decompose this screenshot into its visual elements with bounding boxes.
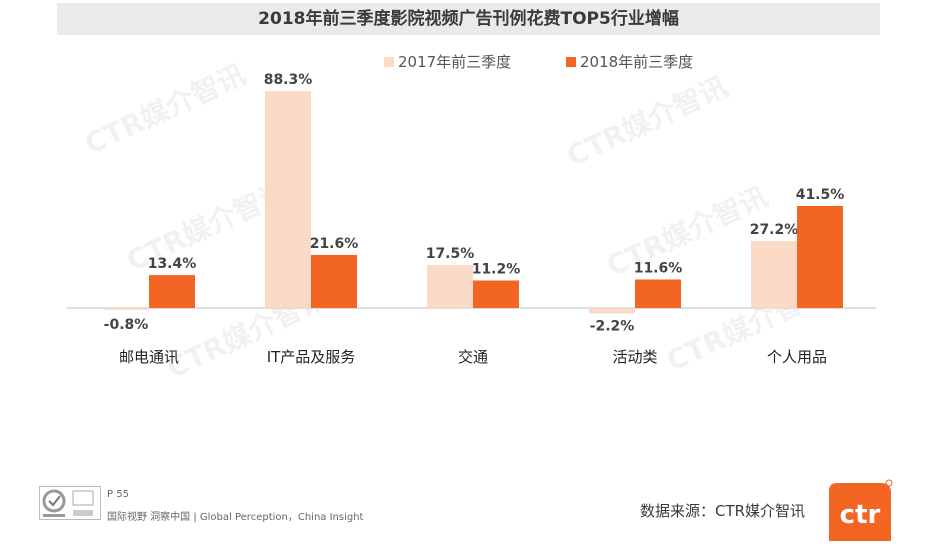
bar-2017 <box>751 241 797 308</box>
ctr-logo: ctr <box>829 479 893 541</box>
data-label: -0.8% <box>104 317 149 333</box>
bar-2018 <box>635 279 681 308</box>
data-label: -2.2% <box>590 318 635 334</box>
category-label: 个人用品 <box>767 348 827 366</box>
category-label: 邮电通讯 <box>119 348 179 366</box>
category-label: 活动类 <box>612 348 657 366</box>
bar-2017 <box>427 264 473 308</box>
legend-label-2017: 2017年前三季度 <box>398 53 512 71</box>
chart-title: 2018年前三季度影院视频广告刊例花费TOP5行业增幅 <box>258 9 679 29</box>
category-label: IT产品及服务 <box>267 348 356 366</box>
data-label: 27.2% <box>750 222 799 238</box>
bar-2018 <box>797 206 843 308</box>
legend-item-2018: 2018年前三季度 <box>566 51 693 72</box>
page-number: P 55 <box>107 489 129 500</box>
legend-swatch-2017 <box>384 56 394 67</box>
bar-2017 <box>265 91 311 308</box>
bar-2017 <box>103 308 149 310</box>
data-label: 17.5% <box>426 246 475 262</box>
certification-badge <box>39 486 101 520</box>
legend-swatch-2018 <box>566 56 576 67</box>
title-bar: 2018年前三季度影院视频广告刊例花费TOP5行业增幅 <box>57 3 880 35</box>
data-label: 11.6% <box>634 260 683 276</box>
data-label: 13.4% <box>148 256 197 272</box>
legend-item-2017: 2017年前三季度 <box>384 51 511 72</box>
footer-tagline: 国际视野 洞察中国 | Global Perception，China Insi… <box>107 512 364 523</box>
legend-label-2018: 2018年前三季度 <box>580 53 694 71</box>
logo-text: ctr <box>840 500 881 530</box>
data-label: 11.2% <box>472 261 521 277</box>
bar-2018 <box>311 254 357 308</box>
data-label: 21.6% <box>310 236 359 252</box>
data-label: 88.3% <box>264 72 313 88</box>
data-source: 数据来源：CTR媒介智讯 <box>640 502 806 520</box>
category-label: 交通 <box>458 348 488 366</box>
data-label: 41.5% <box>796 187 845 203</box>
bar-2017 <box>589 308 635 314</box>
bar-2018 <box>149 275 195 308</box>
bar-2018 <box>473 280 519 308</box>
